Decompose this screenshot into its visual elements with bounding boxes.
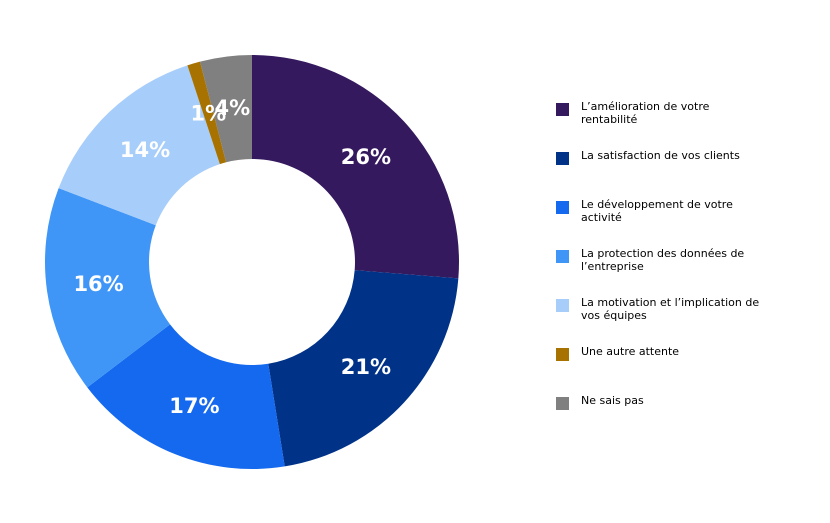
slice-percent-label: 1% xyxy=(191,101,227,125)
legend-item: La motivation et l’implication de vos éq… xyxy=(556,296,826,322)
legend-swatch xyxy=(556,152,569,165)
legend-swatch xyxy=(556,348,569,361)
legend-swatch xyxy=(556,250,569,263)
legend-swatch xyxy=(556,397,569,410)
donut-slice xyxy=(187,61,227,165)
slice-percent-label: 16% xyxy=(73,272,123,296)
slice-percent-label: 4% xyxy=(215,96,251,120)
legend-swatch xyxy=(556,299,569,312)
legend-label: La satisfaction de vos clients xyxy=(581,149,740,162)
donut-slice xyxy=(252,55,459,279)
slice-percent-label: 14% xyxy=(120,138,170,162)
legend-label: La motivation et l’implication de vos éq… xyxy=(581,296,760,322)
donut-slice xyxy=(87,324,285,469)
slice-percent-label: 21% xyxy=(341,355,391,379)
donut-slice xyxy=(200,55,252,163)
legend-swatch xyxy=(556,103,569,116)
legend-label: Ne sais pas xyxy=(581,394,644,407)
legend-label: Le développement de votre activité xyxy=(581,198,733,224)
legend-item: La protection des données de l’entrepris… xyxy=(556,247,826,273)
donut-slice xyxy=(268,270,459,467)
slice-percent-label: 17% xyxy=(169,394,219,418)
donut-slice xyxy=(58,65,220,226)
legend-label: L’amélioration de votre rentabilité xyxy=(581,100,710,126)
donut-slice xyxy=(45,188,171,388)
legend-item: L’amélioration de votre rentabilité xyxy=(556,100,826,126)
legend-item: Une autre attente xyxy=(556,345,826,361)
legend-item: Le développement de votre activité xyxy=(556,198,826,224)
legend-label: La protection des données de l’entrepris… xyxy=(581,247,745,273)
legend-swatch xyxy=(556,201,569,214)
legend-label: Une autre attente xyxy=(581,345,680,358)
legend-item: Ne sais pas xyxy=(556,394,826,410)
slice-percent-label: 26% xyxy=(341,145,391,169)
slice-labels: 26% 21% 17% 16% 14% 1%4% xyxy=(73,96,391,418)
donut-slices xyxy=(45,55,459,469)
legend-item: La satisfaction de vos clients xyxy=(556,149,826,165)
